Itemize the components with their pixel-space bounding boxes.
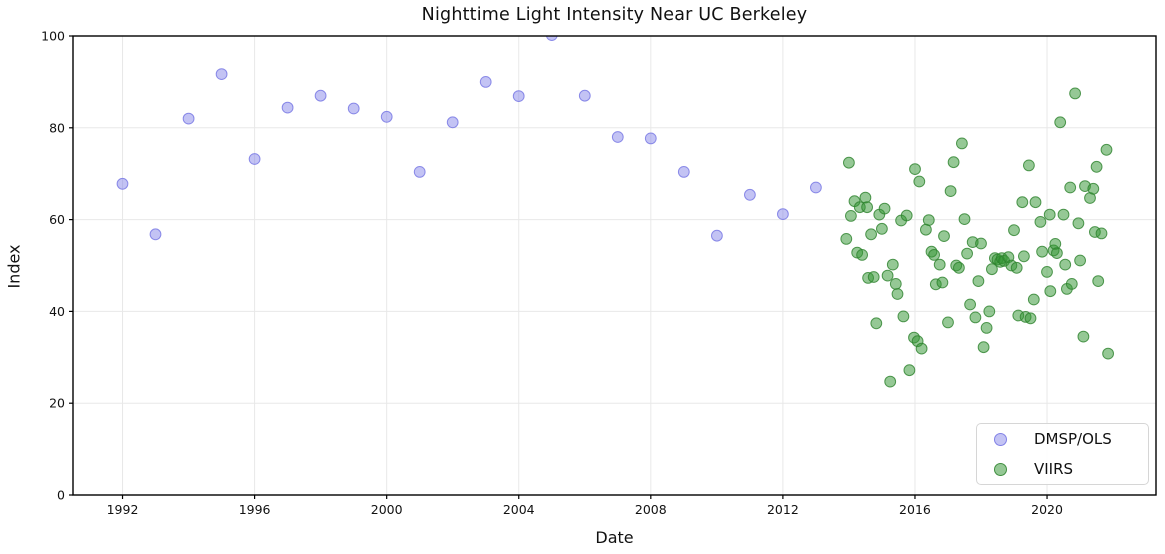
svg-text:80: 80 (49, 120, 65, 135)
svg-text:2008: 2008 (635, 502, 667, 517)
svg-text:2016: 2016 (899, 502, 931, 517)
y-axis-label: Index (4, 244, 24, 289)
viirs-marker-icon (994, 462, 1007, 476)
legend-item-viirs: VIIRS (977, 456, 1148, 482)
legend-label-viirs: VIIRS (1034, 460, 1074, 478)
svg-text:20: 20 (49, 396, 65, 411)
legend-item-dmsp: DMSP/OLS (977, 426, 1148, 452)
svg-text:2000: 2000 (371, 502, 403, 517)
svg-text:40: 40 (49, 304, 65, 319)
svg-text:100: 100 (41, 29, 65, 44)
x-axis-label: Date (595, 528, 634, 547)
svg-text:60: 60 (49, 212, 65, 227)
svg-text:1996: 1996 (239, 502, 271, 517)
legend: DMSP/OLS VIIRS (976, 423, 1149, 485)
svg-text:0: 0 (57, 488, 65, 503)
svg-text:1992: 1992 (107, 502, 139, 517)
svg-text:2004: 2004 (503, 502, 535, 517)
legend-label-dmsp: DMSP/OLS (1034, 430, 1112, 448)
svg-text:2012: 2012 (767, 502, 799, 517)
dmsp-marker-icon (994, 432, 1007, 446)
chart-title: Nighttime Light Intensity Near UC Berkel… (421, 5, 808, 25)
svg-text:2020: 2020 (1031, 502, 1063, 517)
